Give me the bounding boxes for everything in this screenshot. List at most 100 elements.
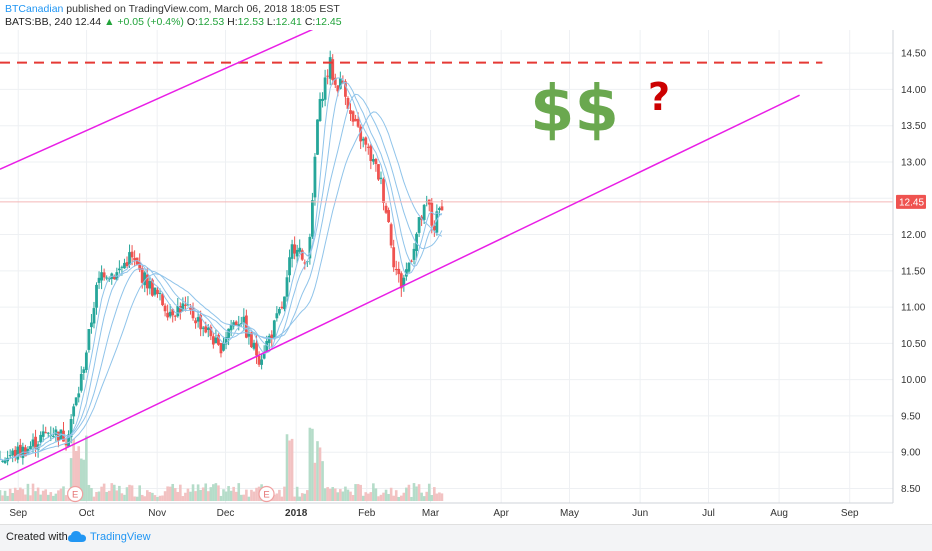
x-tick-label: Mar xyxy=(422,508,440,519)
volume-bar xyxy=(384,489,388,501)
volume-bar xyxy=(72,438,75,501)
tradingview-brand-link[interactable]: TradingView xyxy=(90,531,151,543)
low-label: L: xyxy=(266,16,276,28)
candle-body xyxy=(379,177,383,179)
candle-body xyxy=(3,460,7,464)
candle-body xyxy=(74,397,78,406)
symbol-label: BATS:BB, 240 xyxy=(5,16,72,28)
high-label: H: xyxy=(227,16,238,28)
channel-lower-line xyxy=(0,94,800,481)
volume-bar xyxy=(382,492,385,501)
candle-body xyxy=(128,252,131,265)
volume-bar xyxy=(100,486,103,501)
candle-body xyxy=(384,205,388,213)
y-tick-label: 10.00 xyxy=(901,375,926,386)
volume-bar xyxy=(82,459,86,501)
volume-bar xyxy=(19,487,22,501)
volume-bar xyxy=(326,487,329,501)
volume-bar xyxy=(232,486,235,501)
y-tick-label: 9.00 xyxy=(901,448,921,459)
volume-bar xyxy=(217,485,220,501)
candle-body xyxy=(158,292,162,294)
volume-bar xyxy=(298,496,302,501)
candle-body xyxy=(272,320,276,339)
close-label: C: xyxy=(304,16,316,28)
candle-body xyxy=(186,304,190,306)
candle-body xyxy=(283,296,286,310)
volume-bar xyxy=(87,484,91,501)
volume-bar xyxy=(74,450,78,501)
volume-bar xyxy=(387,493,390,501)
candle-body xyxy=(67,434,70,447)
candle-body xyxy=(267,335,271,344)
volume-bar xyxy=(300,493,304,501)
volume-bar xyxy=(44,489,48,501)
candle-body xyxy=(143,272,147,286)
volume-bar xyxy=(351,495,355,501)
up-arrow-icon: ▲ xyxy=(104,16,115,28)
candle-body xyxy=(417,217,421,233)
volume-bar xyxy=(206,491,210,501)
candle-body xyxy=(41,431,45,437)
y-tick-label: 10.50 xyxy=(901,339,926,350)
volume-bar xyxy=(293,496,296,501)
candle-body xyxy=(13,449,17,458)
candle-body xyxy=(237,324,241,327)
volume-bar xyxy=(397,496,401,501)
volume-bar xyxy=(168,486,172,501)
candle-body xyxy=(285,277,289,297)
volume-bar xyxy=(273,494,276,501)
volume-bar xyxy=(105,491,108,501)
volume-bar xyxy=(39,494,42,501)
candle-body xyxy=(199,315,203,330)
x-tick-label: Jul xyxy=(702,508,715,519)
volume-bar xyxy=(41,490,45,501)
volume-bar xyxy=(212,484,215,501)
candle-body xyxy=(232,322,236,327)
volume-bar xyxy=(407,484,411,501)
price-tag-label: 12.45 xyxy=(899,197,924,208)
volume-bar xyxy=(255,487,258,501)
candle-body xyxy=(171,309,175,316)
volume-bar xyxy=(250,489,253,501)
candle-body xyxy=(270,334,274,339)
candle-body xyxy=(361,138,365,141)
volume-bar xyxy=(214,483,218,501)
volume-bar xyxy=(34,491,37,501)
volume-bar xyxy=(346,489,350,501)
candle-body xyxy=(415,233,418,252)
candle-body xyxy=(214,337,218,344)
volume-bar xyxy=(237,483,241,501)
price-chart[interactable]: E E 8.50 9.00 9.50 10.00 10.50 11.00 11.50 12.00… xyxy=(0,30,932,524)
author-link[interactable]: BTCanadian xyxy=(5,3,64,15)
y-tick-label: 14.50 xyxy=(901,49,926,60)
y-tick-label: 11.50 xyxy=(901,266,926,277)
volume-bar xyxy=(156,496,159,501)
volume-bar xyxy=(115,490,119,501)
volume-bar xyxy=(194,491,197,501)
volume-bar xyxy=(64,495,68,501)
y-tick-label: 14.00 xyxy=(901,85,926,96)
candle-body xyxy=(18,444,22,456)
candle-body xyxy=(303,262,307,264)
y-tick-label: 11.00 xyxy=(901,303,926,314)
candle-body xyxy=(308,236,312,259)
volume-bar xyxy=(356,484,360,501)
volume-bar xyxy=(138,485,141,501)
volume-bar xyxy=(36,487,40,501)
volume-bar xyxy=(224,491,228,501)
volume-bar xyxy=(219,495,223,501)
candle-body xyxy=(298,247,302,252)
volume-bar xyxy=(59,488,63,501)
y-tick-label: 12.00 xyxy=(901,230,926,241)
volume-bar xyxy=(148,492,152,501)
volume-bar xyxy=(359,484,362,501)
volume-bar xyxy=(336,492,340,501)
dollar-signs: $$ xyxy=(530,73,619,147)
candle-body xyxy=(239,323,243,325)
volume-bar xyxy=(242,494,246,501)
volume-bar xyxy=(402,492,406,501)
volume-bar xyxy=(46,494,50,501)
volume-bar xyxy=(344,486,347,501)
candle-body xyxy=(321,98,324,101)
